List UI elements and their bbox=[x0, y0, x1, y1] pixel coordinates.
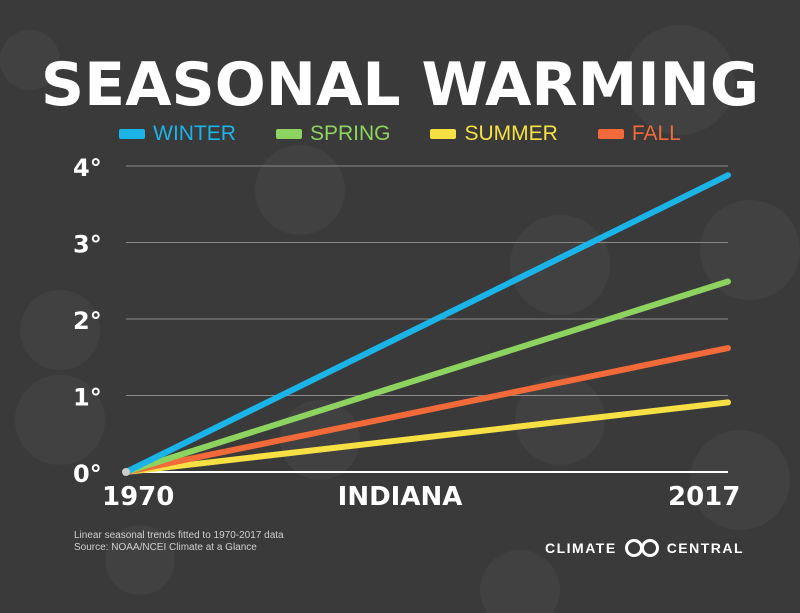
footnote-line-1: Linear seasonal trends fitted to 1970-20… bbox=[74, 530, 284, 541]
legend-item-winter: WINTER bbox=[119, 122, 236, 146]
logo-text-left: CLIMATE bbox=[545, 540, 617, 556]
chart-title: SEASONAL WARMING bbox=[40, 50, 760, 120]
legend-item-spring: SPRING bbox=[275, 122, 391, 146]
logo-text-right: CENTRAL bbox=[666, 540, 745, 556]
legend-swatch-summer bbox=[430, 129, 457, 139]
series-line-spring bbox=[123, 278, 731, 475]
y-tick-label-3: 3° bbox=[73, 231, 102, 259]
legend-label-winter: WINTER bbox=[153, 122, 236, 145]
legend-swatch-winter bbox=[119, 129, 146, 139]
series-line-winter bbox=[123, 172, 731, 475]
y-tick-label-0: 0° bbox=[73, 460, 102, 488]
legend-swatch-spring bbox=[275, 129, 302, 139]
series-line-fall bbox=[123, 345, 731, 475]
legend-item-summer: SUMMER bbox=[430, 122, 558, 146]
y-tick-label-1: 1° bbox=[73, 384, 102, 412]
footnote: Linear seasonal trends fitted to 1970-20… bbox=[74, 530, 284, 554]
legend-label-fall: FALL bbox=[631, 122, 681, 145]
legend-swatch-fall bbox=[597, 129, 624, 139]
series-line-summer bbox=[123, 399, 731, 475]
x-axis-label: INDIANA bbox=[337, 482, 463, 512]
x-tick-1970: 1970 bbox=[102, 482, 175, 512]
x-tick-2017: 2017 bbox=[668, 482, 741, 512]
y-tick-label-4: 4° bbox=[73, 154, 102, 182]
legend: WINTER SPRING SUMMER FALL bbox=[0, 122, 800, 146]
climate-central-logo[interactable]: CLIMATE CENTRAL bbox=[545, 538, 744, 558]
origin-point bbox=[122, 468, 130, 476]
legend-item-fall: FALL bbox=[597, 122, 681, 146]
logo-rings-icon bbox=[624, 539, 659, 557]
legend-label-summer: SUMMER bbox=[464, 122, 558, 145]
y-tick-label-2: 2° bbox=[73, 307, 102, 335]
legend-label-spring: SPRING bbox=[309, 122, 391, 145]
footnote-line-2: Source: NOAA/NCEI Climate at a Glance bbox=[74, 542, 257, 553]
